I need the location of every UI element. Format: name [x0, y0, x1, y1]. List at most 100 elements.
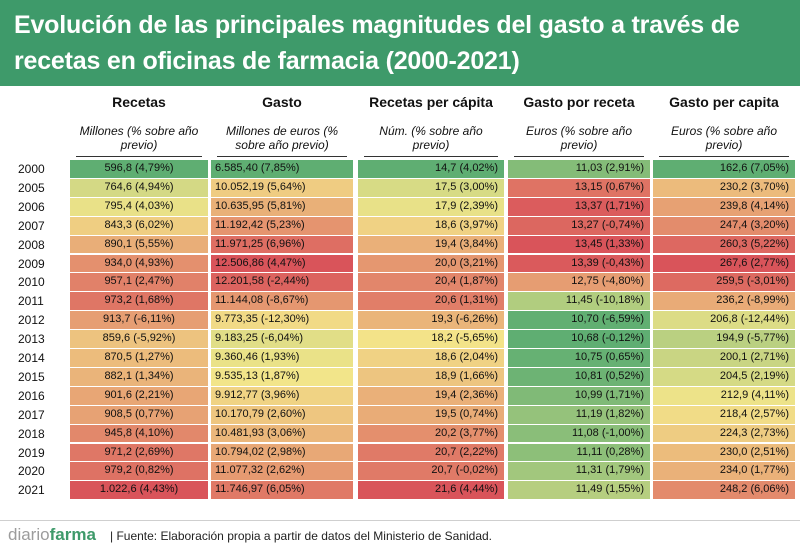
heatmap-cell: 870,5 (1,27%)	[70, 349, 208, 367]
heatmap-cell: 890,1 (5,55%)	[70, 235, 208, 254]
heatmap-cell: 13,15 (0,67%)	[508, 178, 650, 197]
heatmap-cell: 162,6 (7,05%)	[653, 160, 795, 178]
heatmap-cell: 200,1 (2,71%)	[653, 349, 795, 367]
heatmap-cell: 10.170,79 (2,60%)	[211, 405, 353, 424]
heatmap-cell: 18,6 (2,04%)	[358, 349, 504, 367]
heatmap-cell: 20,0 (3,21%)	[358, 254, 504, 273]
heatmap-cell: 979,2 (0,82%)	[70, 462, 208, 481]
heatmap-cell: 10.794,02 (2,98%)	[211, 443, 353, 462]
heatmap-cell: 901,6 (2,21%)	[70, 386, 208, 405]
heatmap-cell: 11.971,25 (6,96%)	[211, 235, 353, 254]
heatmap-cell: 13,39 (-0,43%)	[508, 254, 650, 273]
heatmap-cell: 1.022,6 (4,43%)	[70, 481, 208, 500]
heatmap-cell: 596,8 (4,79%)	[70, 160, 208, 178]
heatmap-cell: 236,2 (-8,99%)	[653, 292, 795, 311]
heatmap-cell: 795,4 (4,03%)	[70, 197, 208, 216]
heatmap-cell: 9.183,25 (-6,04%)	[211, 330, 353, 348]
column-unit: Núm. (% sobre año previo)	[379, 124, 483, 152]
heatmap-cell: 12.506,86 (4,47%)	[211, 254, 353, 273]
heatmap-cell: 908,5 (0,77%)	[70, 405, 208, 424]
heatmap-cell: 19,3 (-6,26%)	[358, 311, 504, 330]
heatmap-cell: 206,8 (-12,44%)	[653, 311, 795, 330]
column-unit-underline	[217, 156, 347, 157]
heatmap-cell: 20,2 (3,77%)	[358, 424, 504, 443]
heatmap-cell: 973,2 (1,68%)	[70, 292, 208, 311]
year-label: 2010	[18, 275, 45, 290]
heatmap-cell: 11.144,08 (-8,67%)	[211, 292, 353, 311]
heatmap-cell: 11.077,32 (2,62%)	[211, 462, 353, 481]
column-unit-underline	[76, 156, 202, 157]
heatmap-cell: 20,7 (-0,02%)	[358, 462, 504, 481]
heatmap-cell: 20,6 (1,31%)	[358, 292, 504, 311]
heatmap-cell: 267,6 (2,77%)	[653, 254, 795, 273]
heatmap-cell: 945,8 (4,10%)	[70, 424, 208, 443]
heatmap-cell: 11,31 (1,79%)	[508, 462, 650, 481]
year-label: 2015	[18, 369, 45, 384]
heatmap-cell: 9.360,46 (1,93%)	[211, 349, 353, 367]
heatmap-cell: 194,9 (-5,77%)	[653, 330, 795, 348]
heatmap-cell: 6.585,40 (7,85%)	[211, 160, 353, 178]
brand-part-b: farma	[49, 525, 96, 544]
heatmap-cell: 843,3 (6,02%)	[70, 216, 208, 235]
heatmap-cell: 212,9 (4,11%)	[653, 386, 795, 405]
heatmap-cell: 11,11 (0,28%)	[508, 443, 650, 462]
heatmap-cell: 247,4 (3,20%)	[653, 216, 795, 235]
heatmap-cell: 18,2 (-5,65%)	[358, 330, 504, 348]
year-label: 2011	[18, 294, 44, 309]
year-label: 2019	[18, 445, 45, 460]
heatmap-cell: 19,4 (2,36%)	[358, 386, 504, 405]
year-label: 2007	[18, 218, 45, 233]
heatmap-cell: 934,0 (4,93%)	[70, 254, 208, 273]
heatmap-cell: 13,27 (-0,74%)	[508, 216, 650, 235]
column-header: Recetas per cápita	[369, 94, 493, 110]
column-unit-underline	[364, 156, 498, 157]
column-header: Gasto por receta	[523, 94, 635, 110]
column-unit: Euros (% sobre año previo)	[670, 124, 778, 152]
heatmap-cell: 10,81 (0,52%)	[508, 367, 650, 386]
year-label: 2014	[18, 351, 45, 365]
heatmap-cell: 259,5 (-3,01%)	[653, 273, 795, 292]
heatmap-cell: 10.052,19 (5,64%)	[211, 178, 353, 197]
heatmap-cell: 11.192,42 (5,23%)	[211, 216, 353, 235]
heatmap-cell: 14,7 (4,02%)	[358, 160, 504, 178]
heatmap-cell: 21,6 (4,44%)	[358, 481, 504, 500]
year-label: 2018	[18, 426, 45, 441]
year-label: 2009	[18, 256, 45, 271]
year-label: 2006	[18, 199, 45, 214]
heatmap-cell: 17,5 (3,00%)	[358, 178, 504, 197]
heatmap-cell: 18,9 (1,66%)	[358, 367, 504, 386]
heatmap-cell: 11,49 (1,55%)	[508, 481, 650, 500]
title-banner: Evolución de las principales magnitudes …	[0, 0, 800, 86]
heatmap-cell: 859,6 (-5,92%)	[70, 330, 208, 348]
heatmap-cell: 10,75 (0,65%)	[508, 349, 650, 367]
heatmap-cell: 9.535,13 (1,87%)	[211, 367, 353, 386]
heatmap-cell: 224,3 (2,73%)	[653, 424, 795, 443]
year-label: 2013	[18, 332, 45, 347]
heatmap-cell: 234,0 (1,77%)	[653, 462, 795, 481]
heatmap-cell: 13,37 (1,71%)	[508, 197, 650, 216]
heatmap-cell: 248,2 (6,06%)	[653, 481, 795, 500]
column-unit: Euros (% sobre año previo)	[525, 124, 633, 152]
heatmap-cell: 12.201,58 (-2,44%)	[211, 273, 353, 292]
column-unit-underline	[659, 156, 789, 157]
heatmap-cell: 11,19 (1,82%)	[508, 405, 650, 424]
heatmap-cell: 11.746,97 (6,05%)	[211, 481, 353, 500]
column-header: Recetas	[112, 94, 166, 110]
source-note: | Fuente: Elaboración propia a partir de…	[110, 529, 493, 543]
year-label: 2021	[18, 483, 45, 498]
heatmap-cell: 17,9 (2,39%)	[358, 197, 504, 216]
chart-title: Evolución de las principales magnitudes …	[14, 11, 740, 75]
year-label: 2000	[18, 162, 45, 176]
heatmap-cell: 204,5 (2,19%)	[653, 367, 795, 386]
heatmap-cell: 11,03 (2,91%)	[508, 160, 650, 178]
heatmap-cell: 260,3 (5,22%)	[653, 235, 795, 254]
heatmap-cell: 18,6 (3,97%)	[358, 216, 504, 235]
heatmap-cell: 19,5 (0,74%)	[358, 405, 504, 424]
heatmap-cell: 10,70 (-6,59%)	[508, 311, 650, 330]
year-label: 2016	[18, 388, 45, 403]
heatmap-cell: 12,75 (-4,80%)	[508, 273, 650, 292]
year-label: 2017	[18, 407, 45, 422]
year-label: 2012	[18, 313, 45, 328]
heatmap-cell: 9.912,77 (3,96%)	[211, 386, 353, 405]
footer: diariofarma | Fuente: Elaboración propia…	[0, 520, 800, 549]
